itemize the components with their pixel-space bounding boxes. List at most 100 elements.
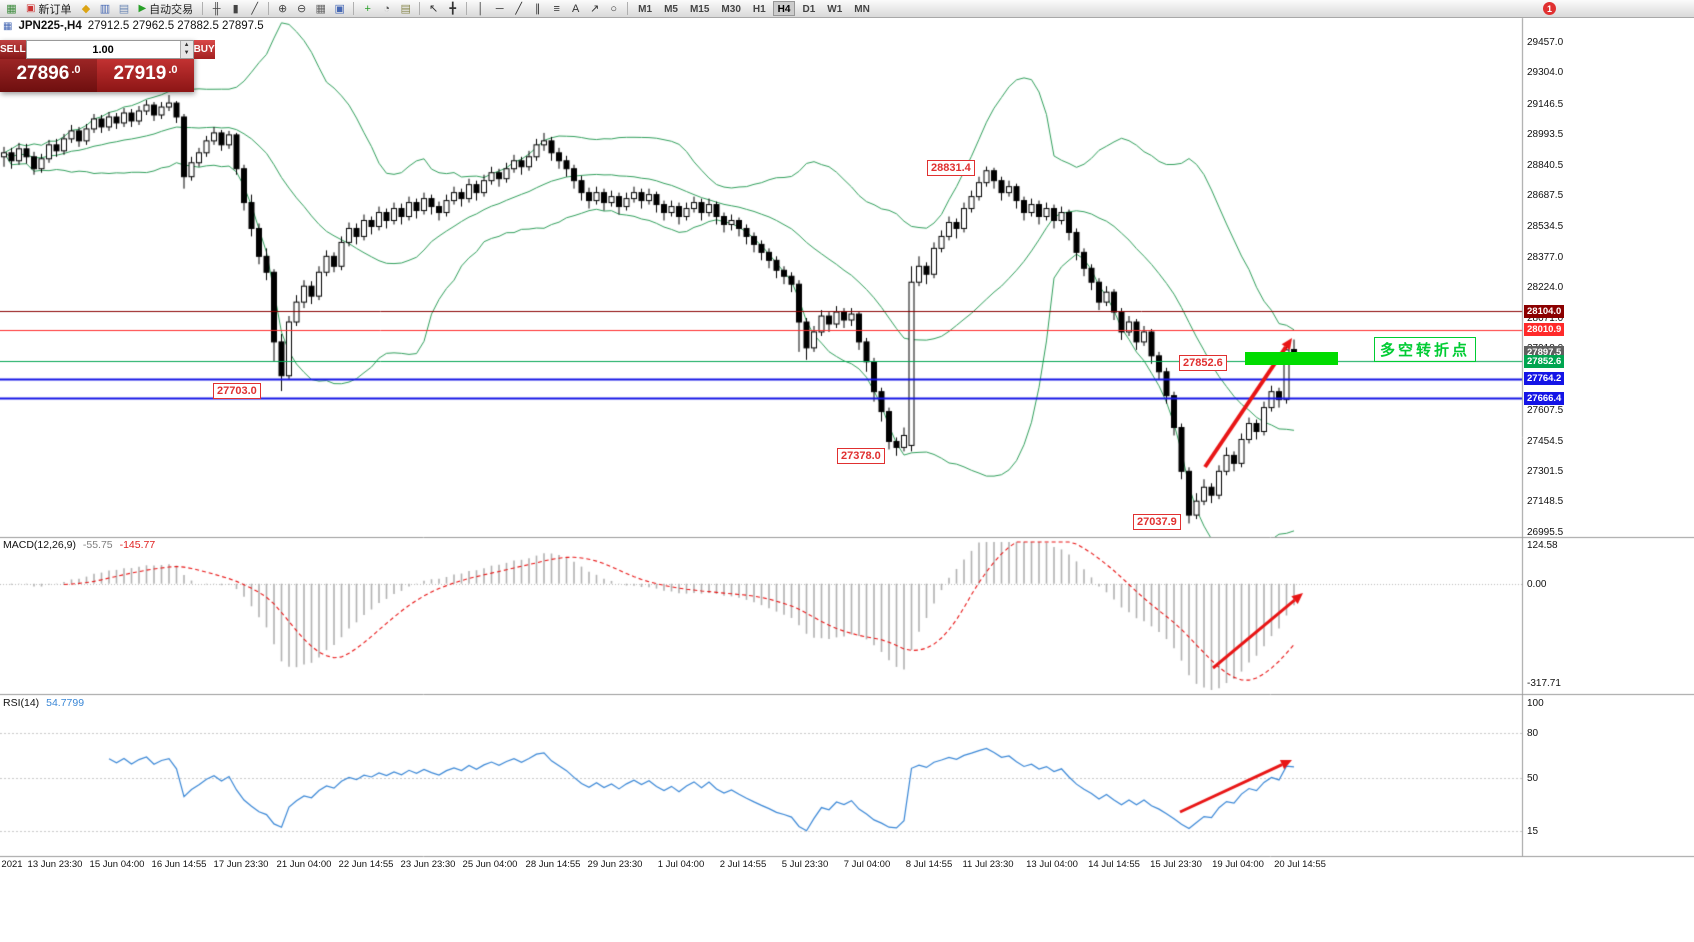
navigator-icon[interactable]: ▤ bbox=[118, 3, 130, 15]
lot-increment-button[interactable]: ▲ bbox=[179, 41, 193, 50]
time-axis-label: 25 Jun 04:00 bbox=[462, 859, 518, 870]
macd-scale-label: 124.58 bbox=[1527, 540, 1558, 551]
shapes-icon[interactable]: ○ bbox=[610, 2, 617, 15]
periods-icon[interactable]: ◔ bbox=[383, 2, 390, 15]
new-chart-icon[interactable]: ▦ bbox=[6, 3, 17, 15]
sell-price-decimal: .0 bbox=[71, 64, 81, 76]
channel-icon[interactable]: ∥ bbox=[534, 3, 541, 15]
rsi-title: RSI(14) bbox=[3, 697, 40, 709]
time-axis-label: 17 Jun 23:30 bbox=[213, 859, 269, 870]
horizontal-line-icon[interactable]: ─ bbox=[495, 2, 504, 15]
price-tick-label: 27301.5 bbox=[1527, 466, 1564, 477]
price-annotation-box[interactable]: 27852.6 bbox=[1179, 355, 1227, 371]
macd-title: MACD(12,26,9) bbox=[3, 539, 76, 551]
new-order-label: 新订单 bbox=[38, 3, 72, 16]
time-axis-label: Jun 2021 bbox=[0, 859, 23, 870]
lot-size-input[interactable] bbox=[26, 41, 180, 58]
price-annotation-box[interactable]: 27378.0 bbox=[837, 448, 885, 464]
candlestick-chart-icon[interactable]: ▮ bbox=[232, 3, 239, 15]
price-tag: 27764.2 bbox=[1524, 372, 1565, 386]
tile-windows-icon[interactable]: ▦ bbox=[315, 3, 326, 15]
turning-point-label[interactable]: 多空转折点 bbox=[1374, 337, 1477, 362]
toolbar-separator bbox=[268, 2, 270, 15]
price-annotation-box[interactable]: 28831.4 bbox=[927, 160, 975, 176]
highlight-rect[interactable] bbox=[1245, 352, 1338, 365]
sell-button[interactable]: SELL bbox=[0, 40, 26, 59]
time-axis-label: 23 Jun 23:30 bbox=[400, 859, 456, 870]
sell-price: 27896 bbox=[16, 63, 70, 84]
time-axis-label: 8 Jul 14:55 bbox=[905, 859, 953, 870]
price-tick-label: 27454.5 bbox=[1527, 435, 1564, 447]
macd-scale-label: -317.71 bbox=[1527, 678, 1561, 689]
timeframe-h4-button[interactable]: H4 bbox=[772, 1, 796, 16]
trendline-icon[interactable]: ╱ bbox=[515, 3, 522, 15]
market-watch-icon[interactable]: ▥ bbox=[99, 3, 111, 15]
price-tick-label: 28687.5 bbox=[1527, 190, 1564, 202]
ohlc-values: 27912.5 27962.5 27882.5 27897.5 bbox=[87, 20, 264, 32]
buy-price: 27919 bbox=[113, 63, 167, 84]
buy-price-button[interactable]: 27919 .0 bbox=[97, 59, 194, 92]
timeframe-m15-button[interactable]: M15 bbox=[689, 4, 710, 15]
price-tick-label: 28377.0 bbox=[1527, 251, 1564, 263]
rsi-scale-label: 80 bbox=[1527, 728, 1539, 739]
metaeditor-icon[interactable]: ◆ bbox=[81, 3, 91, 15]
toolbar-separator bbox=[627, 2, 629, 15]
vertical-line-icon[interactable]: │ bbox=[477, 2, 485, 15]
price-tag: 28104.0 bbox=[1524, 304, 1565, 318]
lot-size-field: ▲ ▼ bbox=[25, 40, 194, 59]
toolbar: ▦ ▣ 新订单 ◆ ▥ ▤ ▶ 自动交易 ╫ ▮ ╱ ⊕ ⊖ ▦ ▣ + ◔ ▤ ↖ ╋ │ ─ ╱ ∥ ≡ A ↗ ○ M1 M5 M1… bbox=[0, 0, 1694, 18]
crosshair-icon[interactable]: ╋ bbox=[449, 3, 456, 15]
new-order-icon: ▣ bbox=[26, 3, 36, 14]
price-tag: 27666.4 bbox=[1524, 391, 1565, 405]
indicators-icon[interactable]: + bbox=[364, 2, 371, 15]
cursor-icon[interactable]: ↖ bbox=[429, 3, 439, 15]
arrows-tool-icon[interactable]: ↗ bbox=[590, 3, 600, 15]
time-axis-label: 1 Jul 04:00 bbox=[657, 859, 705, 870]
timeframe-toolbar: M1 M5 M15 M30 H1 H4 D1 W1 MN bbox=[632, 1, 876, 16]
text-icon[interactable]: A bbox=[571, 2, 580, 15]
buy-button[interactable]: BUY bbox=[193, 40, 215, 59]
line-chart-icon[interactable]: ╱ bbox=[251, 3, 258, 15]
timeframe-d1-button[interactable]: D1 bbox=[802, 4, 816, 15]
price-annotation-box[interactable]: 27037.9 bbox=[1133, 514, 1181, 530]
rsi-scale-label: 100 bbox=[1527, 698, 1544, 709]
price-tag: 28010.9 bbox=[1524, 323, 1565, 337]
timeframe-m30-button[interactable]: M30 bbox=[721, 4, 741, 15]
toolbar-separator bbox=[466, 2, 468, 15]
zoom-in-icon[interactable]: ⊕ bbox=[278, 3, 288, 15]
time-axis-label: 11 Jul 23:30 bbox=[962, 859, 1014, 870]
price-tick-label: 27148.5 bbox=[1527, 496, 1564, 508]
notification-badge[interactable]: 1 bbox=[1543, 2, 1556, 15]
autotrading-button[interactable]: ▶ 自动交易 bbox=[133, 1, 198, 17]
macd-scale-label: 0.00 bbox=[1527, 578, 1547, 590]
timeframe-h1-button[interactable]: H1 bbox=[752, 4, 766, 15]
timeframe-mn-button[interactable]: MN bbox=[854, 4, 870, 15]
macd-label: MACD(12,26,9) -55.75 -145.77 bbox=[3, 539, 159, 551]
price-annotation-box[interactable]: 27703.0 bbox=[213, 383, 261, 399]
toolbar-separator bbox=[353, 2, 355, 15]
time-axis-label: 16 Jun 14:55 bbox=[151, 859, 207, 870]
fibonacci-icon[interactable]: ≡ bbox=[553, 2, 560, 15]
price-tick-label: 27607.5 bbox=[1527, 405, 1564, 417]
time-axis-label: 21 Jun 04:00 bbox=[276, 859, 332, 870]
timeframe-m1-button[interactable]: M1 bbox=[638, 4, 653, 15]
timeframe-w1-button[interactable]: W1 bbox=[827, 4, 843, 15]
templates-icon[interactable]: ▤ bbox=[400, 3, 411, 15]
lot-decrement-button[interactable]: ▼ bbox=[179, 49, 193, 58]
timeframe-m5-button[interactable]: M5 bbox=[664, 4, 678, 15]
bar-chart-icon[interactable]: ╫ bbox=[212, 2, 221, 15]
arrange-windows-icon[interactable]: ▣ bbox=[334, 3, 345, 15]
time-axis-label: 22 Jun 14:55 bbox=[338, 859, 394, 870]
price-tick-label: 29304.0 bbox=[1527, 67, 1564, 79]
rsi-scale-label: 50 bbox=[1527, 773, 1539, 784]
new-order-button[interactable]: ▣ 新订单 bbox=[21, 1, 76, 17]
sell-price-button[interactable]: 27896 .0 bbox=[0, 59, 97, 92]
time-axis-label: 14 Jul 14:55 bbox=[1088, 859, 1140, 870]
price-tick-label: 29146.5 bbox=[1527, 98, 1564, 110]
lot-spinner: ▲ ▼ bbox=[179, 41, 193, 58]
time-axis-label: 19 Jul 04:00 bbox=[1212, 859, 1264, 870]
toolbar-separator bbox=[419, 2, 421, 15]
zoom-out-icon[interactable]: ⊖ bbox=[297, 3, 307, 15]
